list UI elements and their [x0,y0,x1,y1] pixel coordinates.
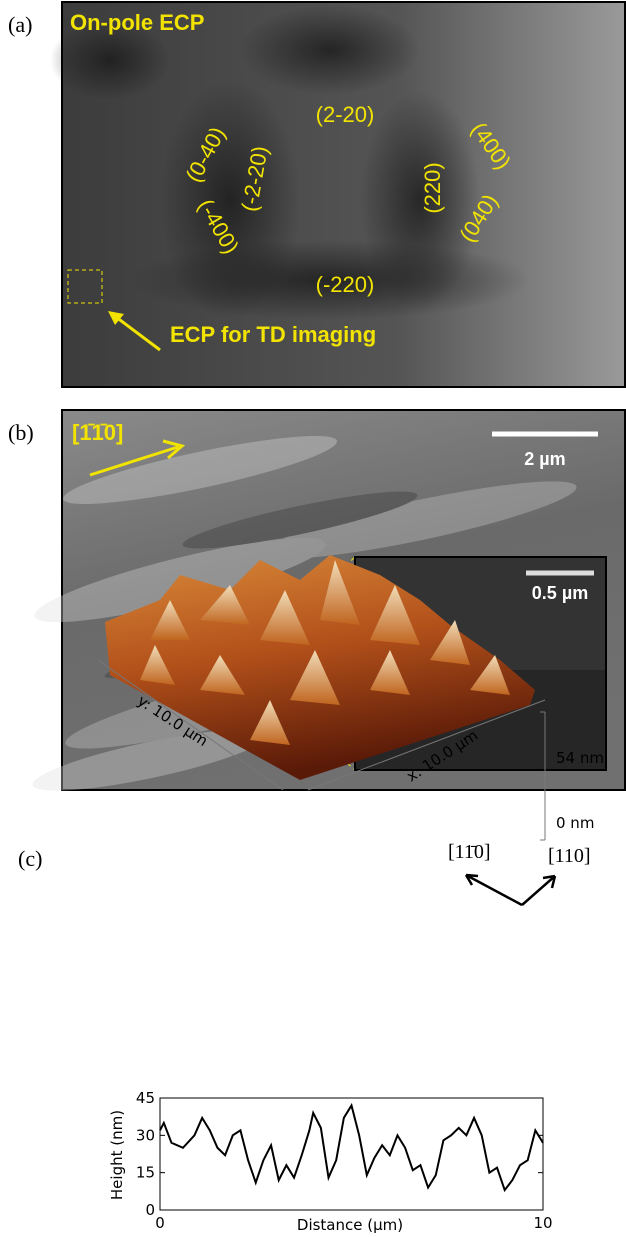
x-tick-label: 10 [533,1214,552,1232]
direction-arrows [466,875,555,905]
direction-label: [1̄​1̄0] [72,420,123,445]
annotation: ECP for TD imaging [170,322,376,347]
panel-label: (b) [8,420,34,445]
y-tick-label: 15 [136,1164,155,1182]
profile-chart: Height (nm) Distance (μm) 0 15 30 45 0 10 [108,1089,553,1234]
z-label: 0 nm [556,814,594,832]
y-axis-label: Height (nm) [108,1110,126,1200]
x-tick-label: 0 [155,1214,165,1232]
panel-title: On-pole ECP [70,10,204,35]
scale-label: 2 µm [524,449,565,469]
x-axis-label: Distance (μm) [297,1216,403,1234]
direction-label: [11̄0] [448,841,491,863]
image-texture [240,5,420,95]
y-tick-label: 30 [136,1126,155,1144]
reflection: (2-20) [316,102,375,127]
reflection: (220) [420,162,445,213]
profile-line [160,1105,543,1190]
panel-label: (c) [18,846,42,871]
figure: (a) On-pole ECP (2-20) (0-40) (-2-20) (-… [0,0,626,1237]
y-tick-label: 45 [136,1089,155,1107]
direction-label: [110] [548,845,591,867]
scale-label: 0.5 µm [532,583,588,603]
panel-label: (a) [8,12,32,37]
reflection: (-220) [316,272,375,297]
y-tick-label: 0 [145,1201,155,1219]
page: (a) On-pole ECP (2-20) (0-40) (-2-20) (-… [0,0,626,1237]
z-label: 54 nm [556,749,604,767]
